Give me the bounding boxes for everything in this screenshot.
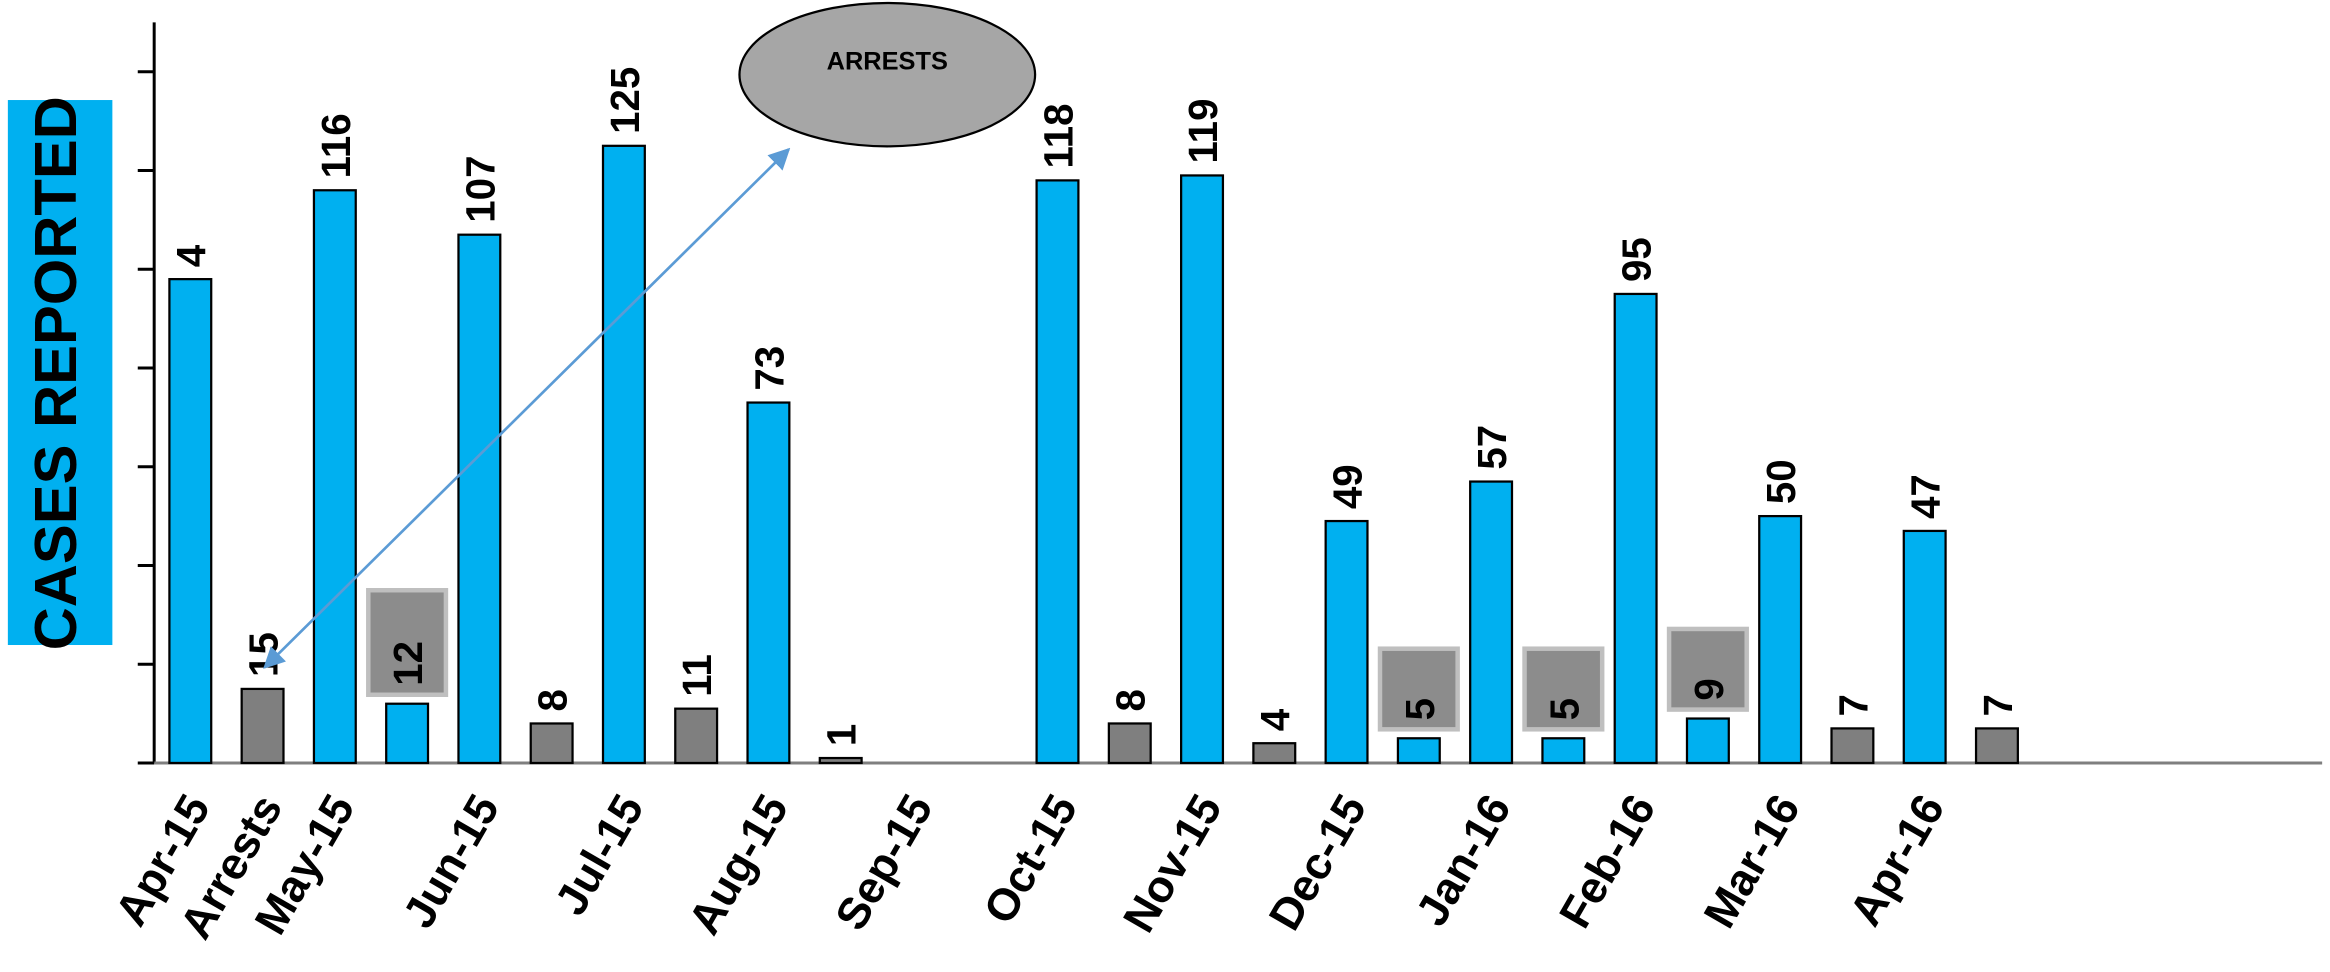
x-tick-label: Nov-15 — [1114, 786, 1232, 940]
bar — [1396, 737, 1441, 765]
value-label: 50 — [1759, 459, 1804, 504]
label-box — [1666, 626, 1749, 712]
bar — [674, 707, 719, 765]
bar — [818, 756, 863, 765]
bar — [1902, 529, 1947, 765]
value-label: 119 — [1181, 98, 1226, 163]
bar — [1035, 179, 1080, 765]
value-label: 125 — [603, 67, 648, 134]
bar — [240, 687, 285, 765]
bar — [1107, 722, 1152, 765]
label-box — [1522, 646, 1605, 732]
value-label: 107 — [458, 156, 503, 223]
value-label: 116 — [314, 113, 359, 178]
x-tick-label: Apr-16 — [1840, 786, 1954, 934]
bar — [385, 702, 430, 765]
value-label: 95 — [1615, 237, 1660, 282]
x-tick-label: Sep-15 — [826, 786, 943, 938]
bar — [1180, 174, 1225, 765]
bar — [601, 144, 646, 765]
value-label: 49 — [1325, 464, 1370, 509]
value-label: 5 — [1398, 698, 1443, 720]
annotation-arrow — [263, 147, 791, 669]
value-label: 7 — [1976, 694, 2021, 716]
bar — [1974, 727, 2019, 765]
value-label: 11 — [675, 654, 720, 697]
value-label: 5 — [1542, 698, 1587, 720]
value-label: 73 — [747, 346, 792, 391]
y-label-box — [7, 100, 113, 646]
x-tick-label: Jul-15 — [545, 786, 653, 923]
bar — [168, 278, 213, 765]
value-label: 8 — [531, 689, 576, 711]
value-label: 118 — [1036, 103, 1081, 168]
bar — [457, 233, 502, 765]
value-label: 47 — [1904, 474, 1949, 519]
value-label: 57 — [1470, 425, 1515, 470]
value-label: 12 — [386, 641, 431, 686]
bar — [1613, 292, 1658, 765]
value-label: 4 — [169, 244, 214, 267]
bar — [1252, 742, 1297, 765]
value-label: 7 — [1831, 694, 1876, 716]
bar — [1469, 480, 1514, 765]
x-tick-label: Aug-15 — [679, 786, 798, 942]
bar — [1685, 717, 1730, 765]
value-label: 4 — [1253, 708, 1298, 731]
value-label: 8 — [1109, 689, 1154, 711]
bar — [1758, 514, 1803, 765]
bar — [1541, 737, 1586, 765]
x-tick-label: Dec-15 — [1259, 786, 1376, 938]
value-label: 1 — [820, 724, 865, 746]
bar — [529, 722, 574, 765]
bar — [1830, 727, 1875, 765]
bar — [746, 401, 791, 765]
label-box — [1377, 646, 1460, 732]
annotation-bubble — [738, 1, 1037, 148]
y-axis-label: CASES REPORTED — [22, 96, 89, 650]
x-tick-label: Mar-16 — [1694, 786, 1809, 936]
x-tick-label: Feb-16 — [1550, 786, 1665, 936]
value-label: 9 — [1687, 678, 1732, 700]
x-tick-label: Oct-15 — [974, 786, 1087, 932]
x-tick-label: Jun-15 — [393, 786, 508, 936]
value-label: 15 — [242, 632, 287, 677]
x-tick-label: Jan-16 — [1406, 786, 1520, 934]
bar — [312, 189, 357, 765]
bar — [1324, 519, 1369, 765]
annotation-text: ARRESTS — [827, 47, 948, 75]
